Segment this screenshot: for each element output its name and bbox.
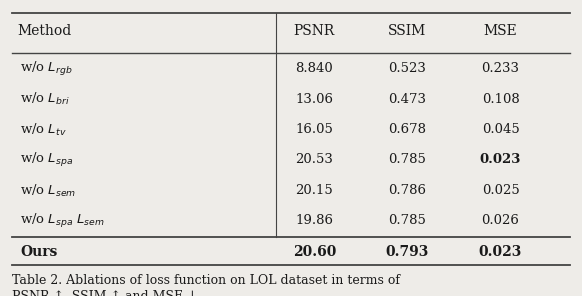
Text: 0.023: 0.023	[479, 245, 522, 259]
Text: 20.15: 20.15	[296, 184, 333, 197]
Text: 0.523: 0.523	[388, 62, 427, 75]
Text: Method: Method	[17, 24, 72, 38]
Text: 16.05: 16.05	[295, 123, 333, 136]
Text: 20.53: 20.53	[295, 154, 333, 166]
Text: SSIM: SSIM	[388, 24, 427, 38]
Text: 0.793: 0.793	[386, 245, 429, 259]
Text: w/o $L_{spa}$ $L_{sem}$: w/o $L_{spa}$ $L_{sem}$	[20, 212, 105, 230]
Text: MSE: MSE	[484, 24, 517, 38]
Text: 0.786: 0.786	[388, 184, 427, 197]
Text: 0.785: 0.785	[388, 154, 427, 166]
Text: Table 2. Ablations of loss function on LOL dataset in terms of: Table 2. Ablations of loss function on L…	[12, 274, 400, 287]
Text: 0.108: 0.108	[482, 93, 519, 105]
Text: 20.60: 20.60	[293, 245, 336, 259]
Text: 0.233: 0.233	[481, 62, 520, 75]
Text: PSNR: PSNR	[294, 24, 335, 38]
Text: w/o $L_{tv}$: w/o $L_{tv}$	[20, 121, 67, 138]
Text: 0.023: 0.023	[480, 154, 521, 166]
Text: 19.86: 19.86	[295, 215, 333, 227]
Text: 0.785: 0.785	[388, 215, 427, 227]
Text: Ours: Ours	[20, 245, 58, 259]
Text: PSNR ↑, SSIM ↑ and MSE ↓.: PSNR ↑, SSIM ↑ and MSE ↓.	[12, 289, 201, 296]
Text: w/o $L_{sem}$: w/o $L_{sem}$	[20, 182, 77, 199]
Text: 0.025: 0.025	[482, 184, 519, 197]
Text: w/o $L_{bri}$: w/o $L_{bri}$	[20, 91, 70, 107]
Text: w/o $L_{rgb}$: w/o $L_{rgb}$	[20, 59, 73, 78]
Text: 8.840: 8.840	[296, 62, 333, 75]
Text: w/o $L_{spa}$: w/o $L_{spa}$	[20, 151, 73, 169]
Text: 0.473: 0.473	[388, 93, 427, 105]
Text: 13.06: 13.06	[295, 93, 333, 105]
Text: 0.678: 0.678	[388, 123, 427, 136]
Text: 0.045: 0.045	[482, 123, 519, 136]
Text: 0.026: 0.026	[481, 215, 520, 227]
